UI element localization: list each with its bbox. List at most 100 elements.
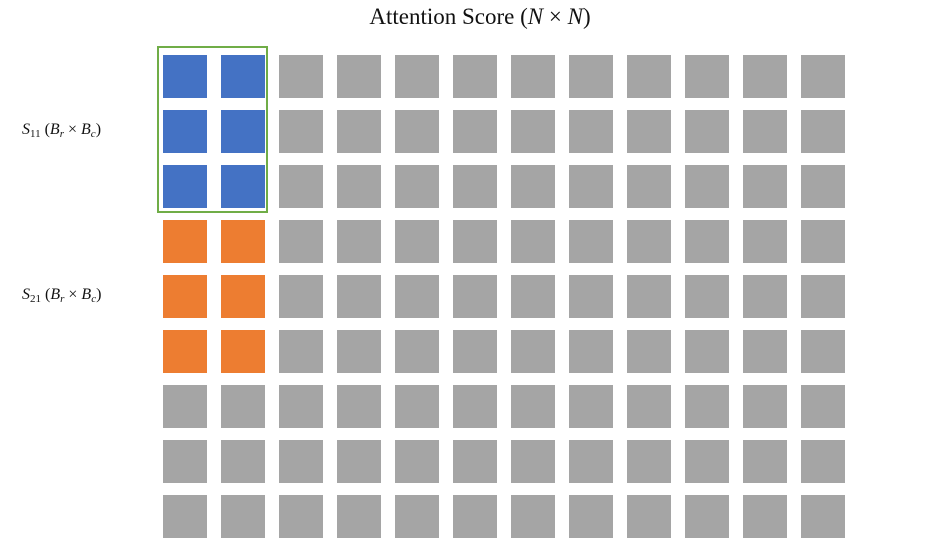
grid-cell — [453, 385, 497, 428]
grid-cell — [221, 110, 265, 153]
grid-cell — [801, 55, 845, 98]
s11-times: × — [63, 121, 82, 138]
grid-cell — [801, 220, 845, 263]
grid-cell — [743, 275, 787, 318]
grid-cell — [337, 495, 381, 538]
grid-cell — [685, 110, 729, 153]
grid-cell — [163, 440, 207, 483]
grid-cell — [395, 495, 439, 538]
grid-cell — [279, 165, 323, 208]
grid-cell — [453, 165, 497, 208]
grid-cell — [685, 165, 729, 208]
grid-cell — [221, 165, 265, 208]
grid-cell — [163, 110, 207, 153]
grid-cell — [279, 330, 323, 373]
grid-cell — [511, 110, 555, 153]
grid-cell — [279, 385, 323, 428]
grid-cell — [163, 385, 207, 428]
s21-bc-sub: c — [91, 293, 97, 305]
grid-cell — [395, 440, 439, 483]
title-var-n2: N — [567, 4, 583, 29]
grid-cell — [163, 55, 207, 98]
grid-cell — [279, 440, 323, 483]
title-times: × — [543, 4, 568, 29]
grid-cell — [395, 220, 439, 263]
grid-cell — [627, 165, 671, 208]
grid-cell — [627, 440, 671, 483]
grid-cell — [279, 275, 323, 318]
grid-cell — [511, 440, 555, 483]
s11-bc: B — [81, 121, 91, 138]
grid-cell — [801, 385, 845, 428]
grid-cell — [453, 110, 497, 153]
grid-cell — [569, 165, 613, 208]
s21-open: ( — [41, 286, 51, 303]
grid-cell — [279, 220, 323, 263]
grid-cell — [801, 495, 845, 538]
grid-cell — [279, 110, 323, 153]
grid-cell — [569, 55, 613, 98]
s21-close: ) — [96, 286, 102, 303]
grid-cell — [627, 330, 671, 373]
grid-cell — [569, 220, 613, 263]
grid-cell — [163, 275, 207, 318]
grid-cell — [453, 275, 497, 318]
grid-cell — [743, 220, 787, 263]
grid-cell — [801, 275, 845, 318]
s21-br: B — [50, 286, 61, 303]
grid-cell — [511, 275, 555, 318]
grid-cell — [569, 440, 613, 483]
grid-cell — [569, 110, 613, 153]
s11-open: ( — [40, 121, 50, 138]
grid-cell — [569, 385, 613, 428]
s11-close: ) — [95, 121, 102, 138]
grid-cell — [743, 385, 787, 428]
grid-cell — [221, 440, 265, 483]
block-label-s21: S21 (Br × Bc) — [22, 285, 101, 305]
block-label-s11: S11 (Br × Bc) — [22, 120, 101, 140]
title-prefix: Attention Score ( — [369, 4, 528, 29]
grid-cell — [627, 110, 671, 153]
s21-bc: B — [81, 286, 92, 303]
grid-cell — [511, 165, 555, 208]
grid-cell — [743, 330, 787, 373]
grid-cell — [453, 440, 497, 483]
grid-cell — [511, 330, 555, 373]
grid-cell — [453, 55, 497, 98]
grid-cell — [163, 330, 207, 373]
grid-cell — [511, 55, 555, 98]
grid-cell — [801, 165, 845, 208]
grid-cell — [163, 495, 207, 538]
grid-cell — [511, 385, 555, 428]
grid-cell — [743, 165, 787, 208]
grid-cell — [453, 495, 497, 538]
grid-cell — [569, 275, 613, 318]
s11-sub: 11 — [30, 128, 41, 140]
grid-cell — [627, 55, 671, 98]
grid-cell — [279, 495, 323, 538]
grid-cell — [163, 165, 207, 208]
grid-cell — [221, 275, 265, 318]
grid-cell — [685, 55, 729, 98]
grid-cell — [743, 440, 787, 483]
grid-cell — [221, 55, 265, 98]
grid-cell — [395, 330, 439, 373]
diagram-title: Attention Score (N × N) — [280, 2, 680, 32]
grid-cell — [395, 165, 439, 208]
grid-cell — [685, 385, 729, 428]
grid-cell — [685, 330, 729, 373]
s11-br: B — [49, 121, 60, 138]
s11-highlight-box — [157, 46, 268, 213]
grid-cell — [395, 275, 439, 318]
grid-cell — [627, 220, 671, 263]
grid-cell — [337, 55, 381, 98]
grid-cell — [685, 275, 729, 318]
grid-cell — [627, 495, 671, 538]
s11-br-sub: r — [59, 128, 64, 140]
s21-name: S — [22, 286, 30, 303]
grid-cell — [801, 330, 845, 373]
grid-cell — [569, 330, 613, 373]
grid-cell — [221, 220, 265, 263]
grid-cell — [685, 495, 729, 538]
